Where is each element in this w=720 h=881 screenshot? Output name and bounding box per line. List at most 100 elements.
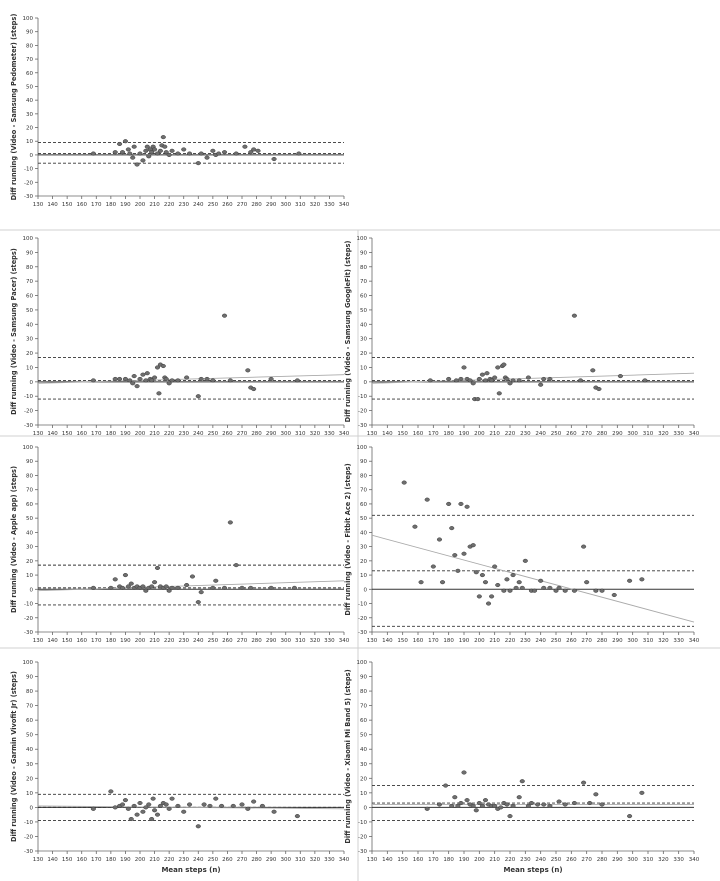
data-point xyxy=(446,376,452,382)
data-point xyxy=(501,362,507,367)
y-tick-label: -10 xyxy=(24,394,33,400)
x-tick-label: 170 xyxy=(428,857,439,863)
x-tick-label: 150 xyxy=(62,202,73,208)
data-point xyxy=(112,805,118,810)
y-tick-label: 40 xyxy=(26,322,33,328)
data-point xyxy=(140,158,146,163)
data-point xyxy=(510,803,516,808)
x-tick-label: 210 xyxy=(149,638,160,644)
x-tick-label: 220 xyxy=(164,638,175,644)
chart-panel-5: -30 -20 -10 0 10 20 30 40 50 60 70 80 90 100 130 140 150… xyxy=(344,445,700,644)
data-point xyxy=(143,148,149,153)
data-point xyxy=(169,378,175,383)
x-tick-label: 160 xyxy=(76,202,87,208)
data-point xyxy=(479,803,485,808)
data-point xyxy=(294,814,300,819)
data-point xyxy=(587,800,593,806)
data-point xyxy=(593,588,599,593)
data-point xyxy=(125,806,131,811)
data-point xyxy=(175,378,181,383)
x-tick-label: 290 xyxy=(266,857,277,863)
x-tick-label: 180 xyxy=(106,202,117,208)
x-tick-label: 200 xyxy=(135,638,146,644)
x-tick-label: 330 xyxy=(324,431,335,437)
x-tick-label: 240 xyxy=(535,431,546,437)
y-tick-label: 30 xyxy=(360,762,367,768)
x-tick-label: 280 xyxy=(251,202,262,208)
x-tick-label: 320 xyxy=(310,202,321,208)
x-tick-label: 130 xyxy=(33,431,44,437)
data-point xyxy=(268,376,274,382)
x-tick-label: 260 xyxy=(222,431,233,437)
data-point xyxy=(470,381,476,386)
data-point xyxy=(473,570,479,575)
x-tick-label: 290 xyxy=(266,638,277,644)
x-tick-label: 310 xyxy=(643,638,654,644)
data-point xyxy=(90,585,96,590)
x-tick-label: 270 xyxy=(581,431,592,437)
data-point xyxy=(108,789,114,794)
data-point xyxy=(538,382,544,387)
data-point xyxy=(204,155,210,160)
x-tick-label: 270 xyxy=(581,638,592,644)
data-point xyxy=(547,376,553,382)
y-tick-label: 100 xyxy=(23,236,34,242)
y-tick-label: -20 xyxy=(24,616,33,622)
x-tick-label: 280 xyxy=(597,638,608,644)
x-tick-label: 200 xyxy=(474,638,485,644)
data-point xyxy=(571,588,577,593)
y-tick-label: 40 xyxy=(26,747,33,753)
y-tick-label: -10 xyxy=(24,602,33,608)
data-point xyxy=(137,151,143,156)
y-tick-label: -20 xyxy=(358,616,367,622)
x-tick-label: 310 xyxy=(643,857,654,863)
data-point xyxy=(227,378,233,383)
data-point xyxy=(464,798,470,803)
y-tick-label: -20 xyxy=(358,409,367,415)
x-tick-label: 180 xyxy=(443,857,454,863)
chart-panel-6: -30 -20 -10 0 10 20 30 40 50 60 70 80 90 100 130 140 150… xyxy=(10,660,350,874)
y-tick-label: 50 xyxy=(26,516,33,522)
y-tick-label: 100 xyxy=(357,445,368,451)
data-point xyxy=(501,588,507,593)
x-tick-label: 230 xyxy=(520,431,531,437)
y-tick-label: 20 xyxy=(26,776,33,782)
data-point xyxy=(427,378,433,383)
x-tick-label: 180 xyxy=(106,857,117,863)
y-tick-label: -10 xyxy=(24,820,33,826)
data-point xyxy=(152,808,158,813)
data-point xyxy=(143,378,149,383)
x-tick-label: 150 xyxy=(397,857,408,863)
data-point xyxy=(184,582,190,588)
data-point xyxy=(452,553,458,558)
data-point xyxy=(162,144,168,149)
data-point xyxy=(458,501,464,506)
data-point xyxy=(251,386,257,392)
data-point xyxy=(152,375,158,380)
data-point xyxy=(140,372,146,377)
x-tick-label: 220 xyxy=(505,857,516,863)
data-point xyxy=(198,376,204,382)
x-tick-label: 230 xyxy=(178,431,189,437)
x-tick-label: 300 xyxy=(280,857,291,863)
data-point xyxy=(163,802,169,807)
y-tick-label: -20 xyxy=(24,834,33,840)
y-tick-label: 80 xyxy=(360,265,367,271)
data-point xyxy=(210,378,216,383)
y-tick-label: 20 xyxy=(360,776,367,782)
x-tick-label: 340 xyxy=(689,857,700,863)
x-tick-label: 130 xyxy=(367,857,378,863)
y-tick-label: 60 xyxy=(360,718,367,724)
data-point xyxy=(181,809,187,814)
y-axis-label: Diff running (Video - Fitbit Ace 2) (ste… xyxy=(344,463,352,615)
data-point xyxy=(513,585,519,590)
x-tick-label: 200 xyxy=(135,202,146,208)
data-point xyxy=(581,780,587,785)
data-point xyxy=(166,152,172,157)
y-tick-label: 40 xyxy=(360,747,367,753)
x-tick-label: 160 xyxy=(413,431,424,437)
y-tick-label: 20 xyxy=(26,351,33,357)
y-axis-label: Diff running (Video - Samsung GoogleFit)… xyxy=(344,241,352,423)
data-point xyxy=(489,378,495,383)
x-tick-label: 220 xyxy=(164,857,175,863)
